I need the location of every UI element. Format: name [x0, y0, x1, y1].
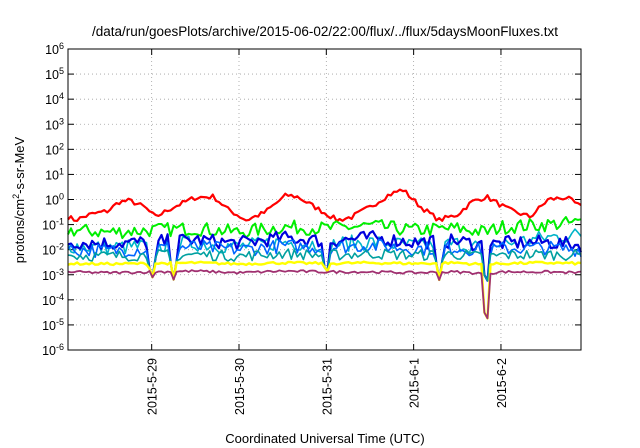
y-tick-label: 10-5 — [42, 317, 64, 333]
y-tick-label: 10-1 — [42, 217, 64, 233]
y-axis-label-base: protons/cm — [12, 199, 27, 263]
y-tick-label: 106 — [45, 41, 64, 57]
y-axis-label-rest: -s-sr-MeV — [12, 136, 27, 193]
y-tick-label: 10-4 — [42, 292, 64, 308]
series-group — [67, 188, 583, 320]
x-axis-label: Coordinated Universal Time (UTC) — [225, 431, 424, 446]
series-line-8 — [67, 269, 582, 320]
y-tick-label: 103 — [45, 116, 64, 132]
y-axis-label: protons/cm2-s-sr-MeV — [11, 136, 27, 263]
y-tick-label: 100 — [45, 192, 64, 208]
plot-frame — [67, 48, 582, 351]
x-tick-label: 2015-5-29 — [146, 358, 160, 415]
x-tick-label: 2015-5-31 — [320, 358, 334, 415]
y-tick-label: 104 — [45, 91, 64, 107]
x-ticks: 2015-5-29 2015-5-30 2015-5-31 2015-6-1 2015-… — [146, 49, 509, 415]
y-tick-label: 10-6 — [42, 342, 64, 358]
y-ticks: 10-6 10-5 10-4 10-3 10-2 10-1 100 101 102 103 104 1… — [42, 41, 581, 358]
y-tick-label: 105 — [45, 66, 64, 82]
y-axis-label-exp: 2 — [11, 194, 21, 199]
series-line-7 — [67, 260, 582, 320]
y-tick-label: 102 — [45, 141, 64, 157]
y-tick-label: 101 — [45, 166, 64, 182]
y-tick-label: 10-2 — [42, 242, 64, 258]
y-tick-label: 10-3 — [42, 267, 64, 283]
x-tick-label: 2015-6-1 — [408, 358, 422, 408]
chart-title: /data/run/goesPlots/archive/2015-06-02/2… — [92, 24, 558, 39]
x-tick-label: 2015-6-2 — [495, 358, 509, 408]
series-line-1 — [67, 188, 582, 223]
series-line-2 — [67, 216, 582, 240]
x-tick-label: 2015-5-30 — [233, 358, 247, 415]
